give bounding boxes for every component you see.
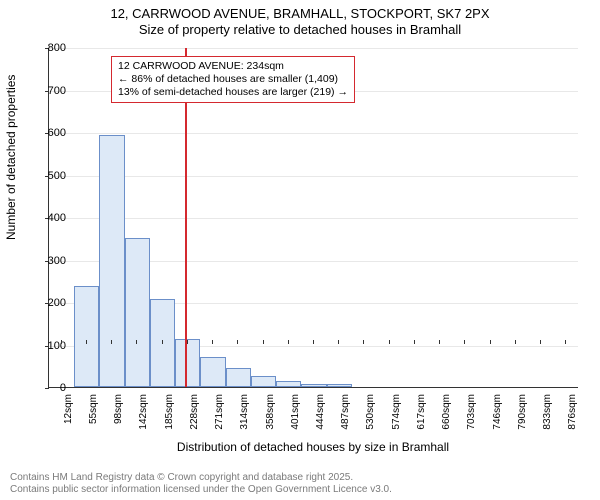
x-tick-label: 314sqm [239, 394, 250, 440]
histogram-bar [327, 384, 352, 387]
annotation-line-1: 12 CARRWOOD AVENUE: 234sqm [118, 60, 348, 73]
histogram-bar [301, 384, 326, 387]
x-tick-label: 790sqm [517, 394, 528, 440]
y-tick-label: 800 [26, 42, 66, 54]
y-tick-label: 0 [26, 382, 66, 394]
y-tick-label: 400 [26, 212, 66, 224]
footer-attribution: Contains HM Land Registry data © Crown c… [10, 472, 392, 496]
gridline [49, 133, 578, 134]
x-tick-mark [540, 340, 541, 344]
x-tick-label: 98sqm [113, 394, 124, 440]
annotation-line-2: ← 86% of detached houses are smaller (1,… [118, 73, 348, 86]
x-tick-mark [136, 340, 137, 344]
x-tick-mark [313, 340, 314, 344]
x-tick-label: 228sqm [189, 394, 200, 440]
y-tick-label: 200 [26, 297, 66, 309]
gridline [49, 176, 578, 177]
title-line-1: 12, CARRWOOD AVENUE, BRAMHALL, STOCKPORT… [0, 6, 600, 22]
x-tick-mark [565, 340, 566, 344]
x-tick-label: 55sqm [88, 394, 99, 440]
x-tick-label: 530sqm [365, 394, 376, 440]
y-tick-label: 300 [26, 255, 66, 267]
annotation-line-3: 13% of semi-detached houses are larger (… [118, 86, 348, 99]
x-tick-mark [237, 340, 238, 344]
histogram-bar [74, 286, 99, 387]
x-tick-label: 660sqm [441, 394, 452, 440]
x-tick-mark [288, 340, 289, 344]
x-tick-label: 833sqm [542, 394, 553, 440]
x-tick-label: 142sqm [138, 394, 149, 440]
x-tick-label: 746sqm [492, 394, 503, 440]
x-tick-mark [187, 340, 188, 344]
y-tick-label: 600 [26, 127, 66, 139]
x-tick-mark [464, 340, 465, 344]
histogram-bar [99, 135, 124, 387]
footer-line-2: Contains public sector information licen… [10, 484, 392, 496]
histogram-bar [200, 357, 225, 387]
y-tick-label: 500 [26, 170, 66, 182]
histogram-bar [276, 381, 301, 387]
x-tick-label: 12sqm [63, 394, 74, 440]
x-tick-label: 271sqm [214, 394, 225, 440]
histogram-bar [251, 376, 276, 387]
y-tick-label: 700 [26, 85, 66, 97]
x-tick-mark [162, 340, 163, 344]
histogram-bar [175, 339, 200, 387]
x-axis-label: Distribution of detached houses by size … [48, 440, 578, 454]
gridline [49, 218, 578, 219]
histogram-bar [125, 238, 150, 387]
x-tick-mark [439, 340, 440, 344]
x-tick-label: 185sqm [164, 394, 175, 440]
title-line-2: Size of property relative to detached ho… [0, 22, 600, 38]
annotation-box: 12 CARRWOOD AVENUE: 234sqm ← 86% of deta… [111, 56, 355, 103]
histogram-bar [226, 368, 251, 387]
x-tick-label: 703sqm [466, 394, 477, 440]
gridline [49, 48, 578, 49]
plot-area: 12 CARRWOOD AVENUE: 234sqm ← 86% of deta… [48, 48, 578, 388]
y-axis-label: Number of detached properties [4, 75, 18, 240]
footer-line-1: Contains HM Land Registry data © Crown c… [10, 472, 392, 484]
x-tick-mark [111, 340, 112, 344]
x-tick-label: 876sqm [567, 394, 578, 440]
x-tick-mark [515, 340, 516, 344]
x-tick-mark [363, 340, 364, 344]
x-tick-mark [338, 340, 339, 344]
x-tick-mark [86, 340, 87, 344]
x-tick-label: 617sqm [416, 394, 427, 440]
x-tick-mark [212, 340, 213, 344]
chart-title: 12, CARRWOOD AVENUE, BRAMHALL, STOCKPORT… [0, 0, 600, 39]
x-tick-label: 574sqm [391, 394, 402, 440]
chart-area: 12 CARRWOOD AVENUE: 234sqm ← 86% of deta… [48, 48, 578, 418]
x-tick-label: 444sqm [315, 394, 326, 440]
x-tick-mark [414, 340, 415, 344]
x-tick-mark [61, 340, 62, 344]
x-tick-label: 401sqm [290, 394, 301, 440]
x-tick-mark [389, 340, 390, 344]
x-tick-mark [263, 340, 264, 344]
x-tick-label: 358sqm [265, 394, 276, 440]
x-tick-mark [490, 340, 491, 344]
x-tick-label: 487sqm [340, 394, 351, 440]
